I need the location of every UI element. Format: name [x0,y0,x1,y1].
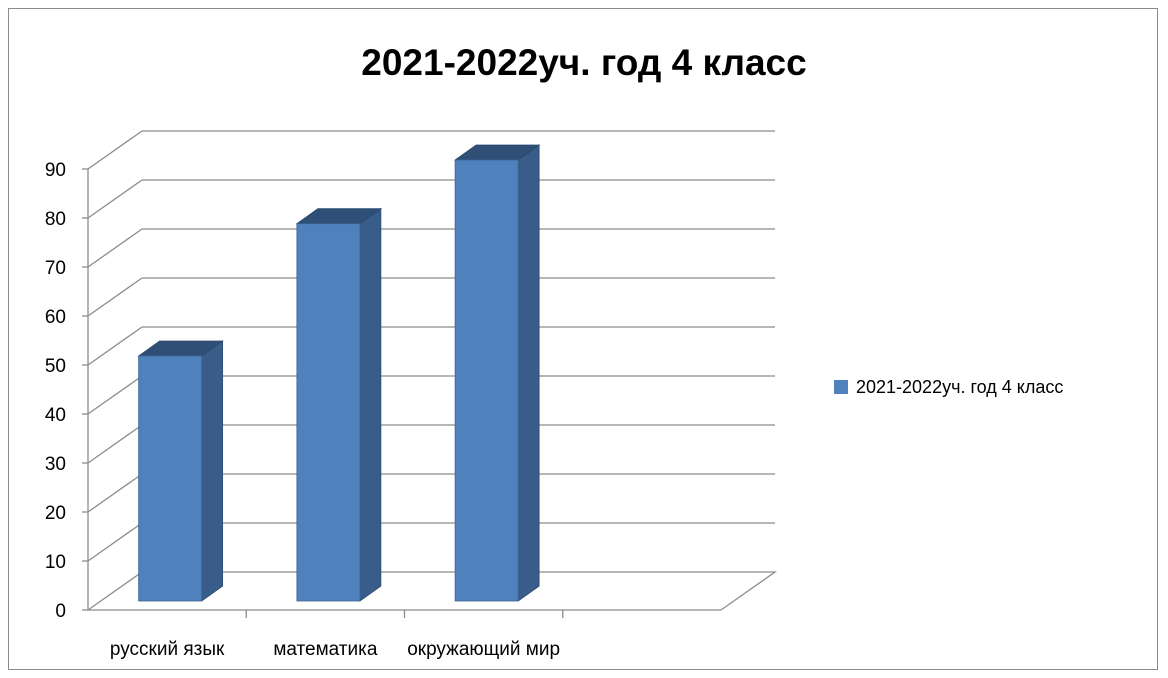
tick-labels: 0 10 20 30 40 50 60 70 80 90 русский язык математик… [45,160,560,660]
chart-title: 2021-2022уч. год 4 класс [361,42,807,83]
y-tick-label: 60 [45,307,66,328]
y-tick-label: 40 [45,405,66,426]
y-tick-label: 10 [45,552,66,573]
y-tick-label: 90 [45,160,66,181]
y-tick-label: 80 [45,209,66,230]
x-tick-label: русский язык [110,639,225,660]
gridline-side [87,228,143,268]
gridline-side [87,522,143,562]
y-tick-label: 70 [45,258,66,279]
bar-front-face [138,355,203,602]
gridline-side [87,179,143,219]
bar [295,207,383,602]
bar [137,340,224,602]
bar-front-face [454,159,519,602]
y-tick-label: 30 [45,454,66,475]
legend-swatch [834,380,848,394]
gridline-side [87,277,143,317]
bar-side-face [201,340,224,602]
legend: 2021-2022уч. год 4 класс [834,377,1063,397]
bar-front-face [296,223,361,602]
gridline-side [87,473,143,513]
x-tick-label: математика [273,639,378,660]
x-tick-label: окружающий мир [407,639,560,660]
gridline-side [87,375,143,415]
bar [453,144,541,602]
y-tick-label: 20 [45,503,66,524]
bar-side-face [359,207,382,602]
bar-side-face [517,144,540,602]
gridline-side [87,130,143,170]
axes [82,168,778,618]
legend-label: 2021-2022уч. год 4 класс [856,377,1063,397]
y-tick-label: 50 [45,356,66,377]
gridline-side [87,424,143,464]
y-tick-label: 0 [55,601,66,622]
gridline-side [87,326,143,366]
bars [137,144,541,602]
